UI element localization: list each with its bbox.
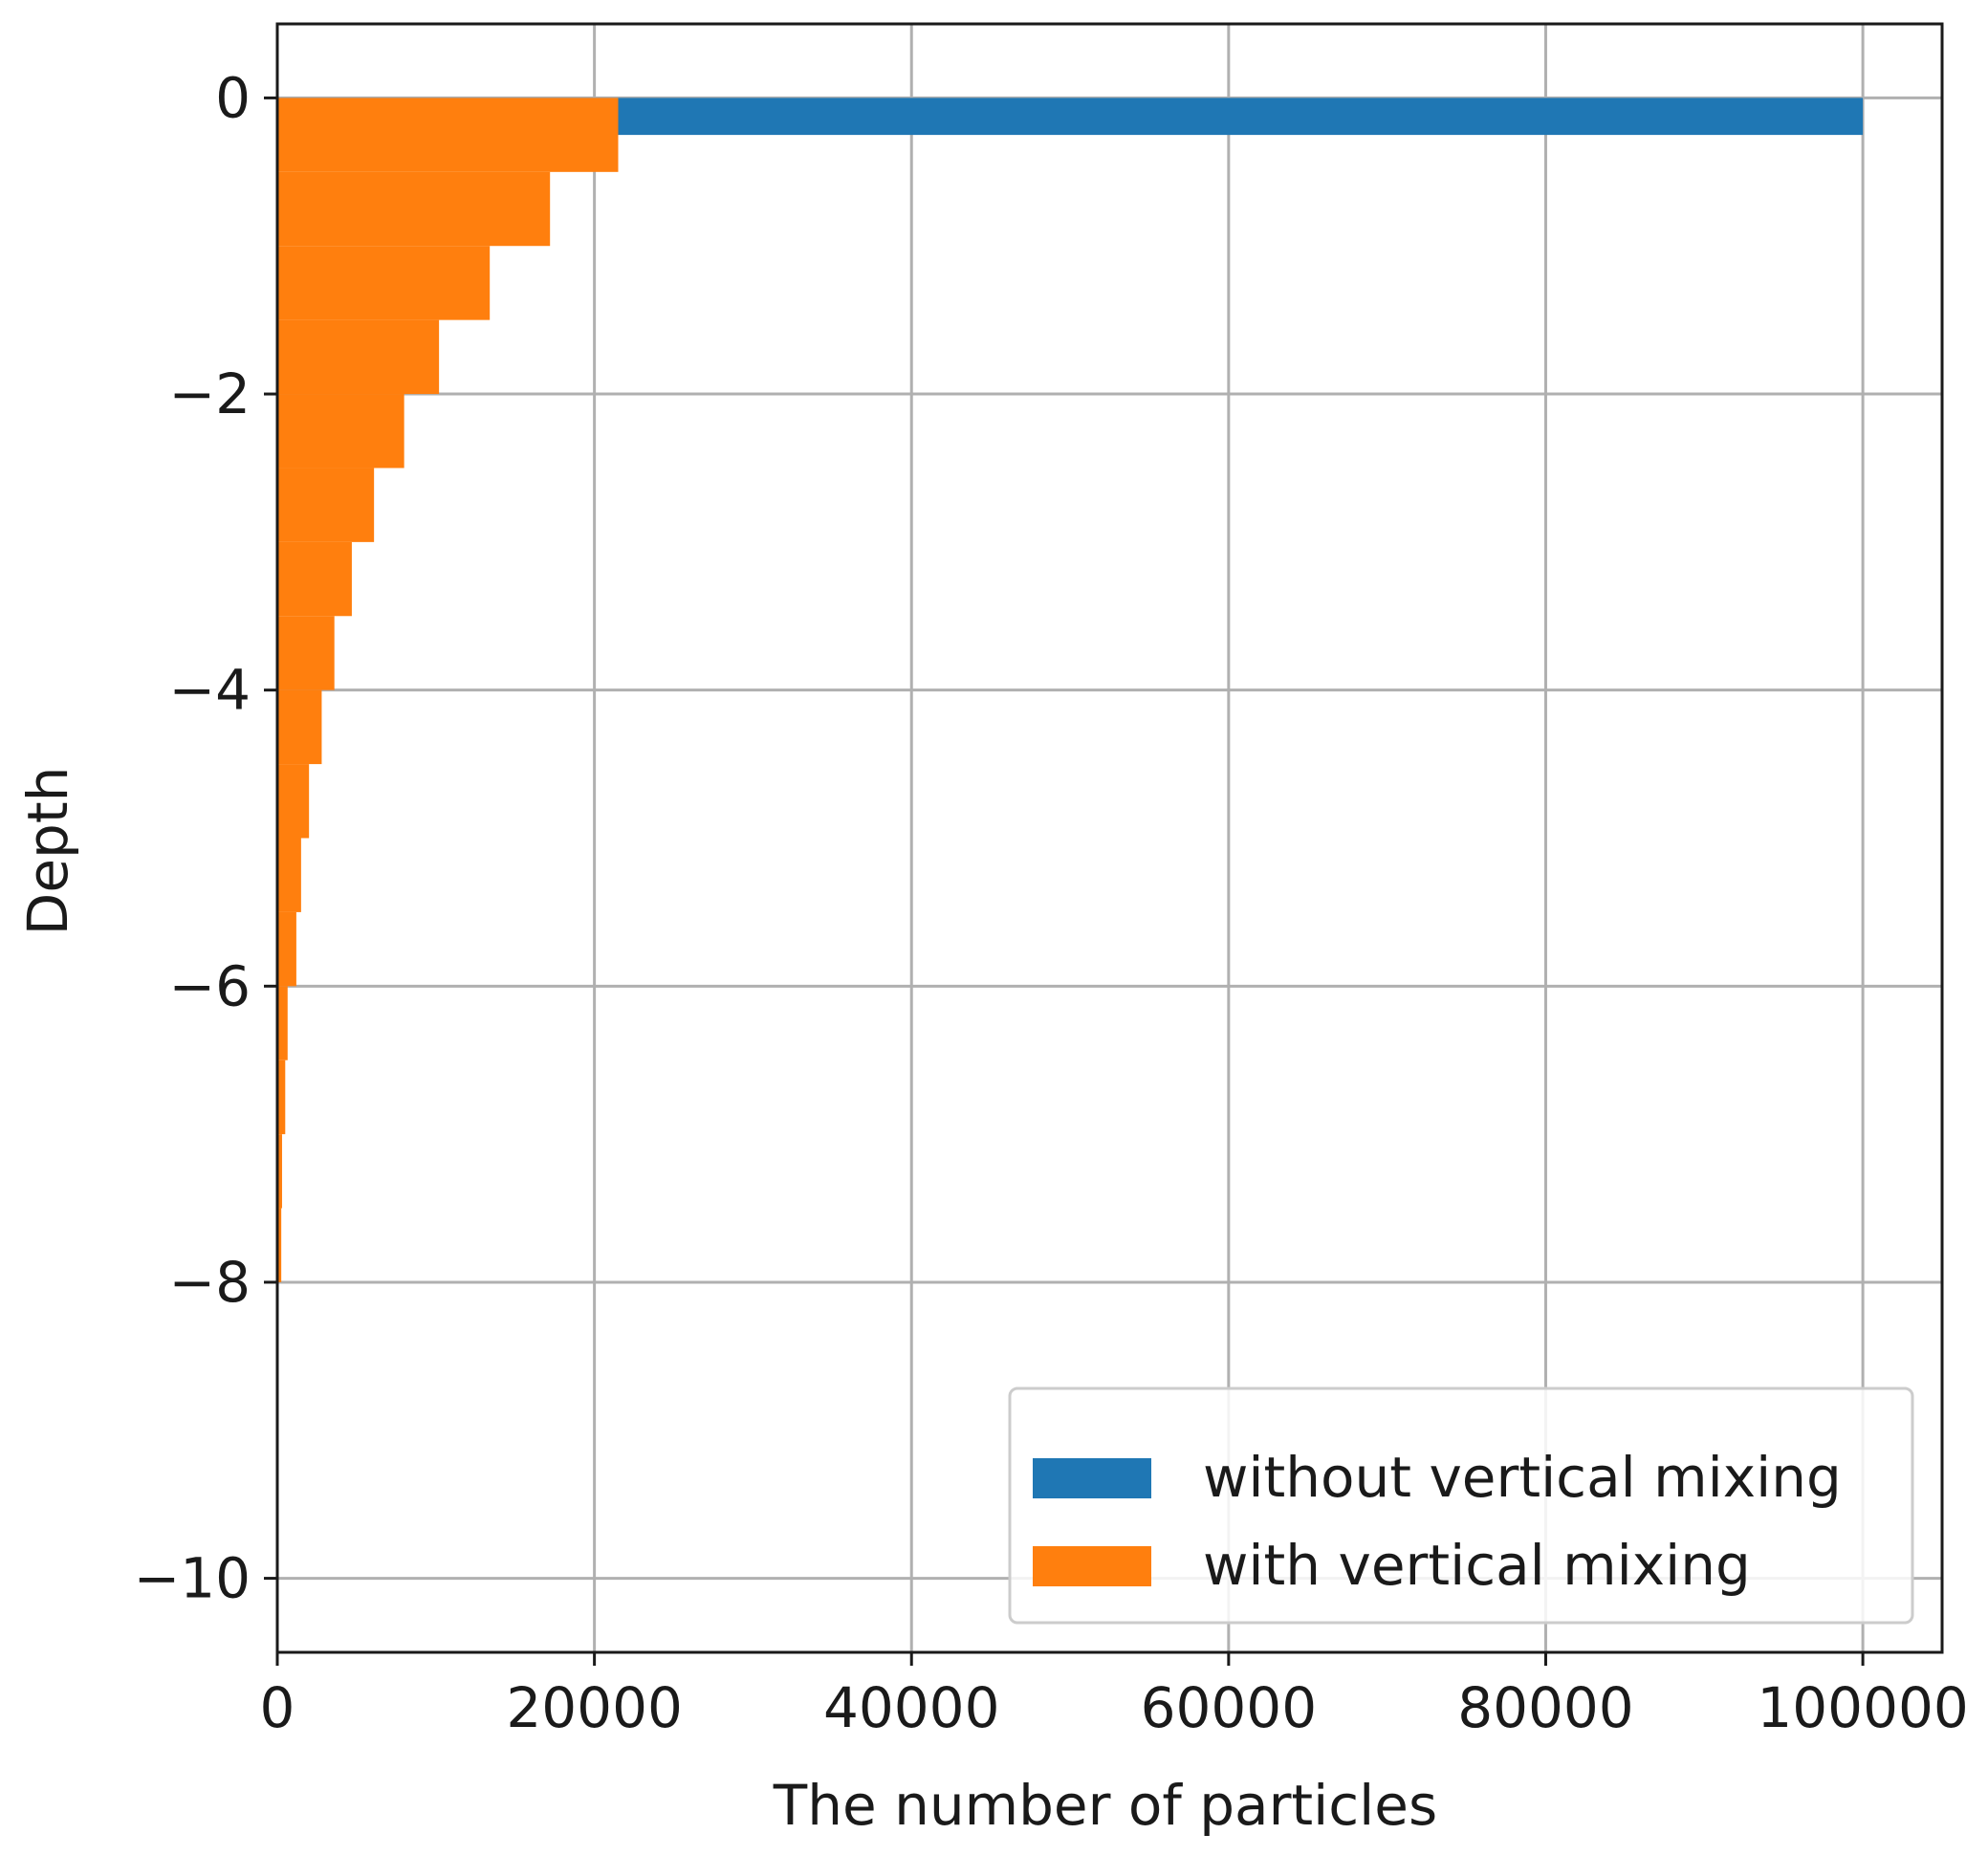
bar-with-vertical-mixing: [277, 468, 375, 542]
bar-with-vertical-mixing: [277, 98, 619, 172]
bar-with-vertical-mixing: [277, 1134, 282, 1209]
bar-with-vertical-mixing: [277, 911, 296, 987]
y-tick-label: −6: [169, 953, 251, 1018]
bar-with-vertical-mixing: [277, 689, 322, 765]
x-tick-label: 100000: [1757, 1675, 1968, 1740]
y-tick-label: −2: [169, 361, 251, 426]
legend-box: [1008, 1387, 1914, 1625]
y-axis-ticks: 0 −2 −4 −6 −8 −10: [134, 65, 277, 1611]
bar-with-vertical-mixing: [277, 1059, 286, 1135]
y-tick-label: −10: [134, 1546, 251, 1611]
bar-with-vertical-mixing: [277, 764, 310, 839]
bar-with-vertical-mixing: [277, 246, 491, 320]
bars: [277, 98, 1864, 1282]
bar-with-vertical-mixing: [277, 986, 288, 1060]
bar-with-vertical-mixing: [277, 616, 335, 690]
y-tick-label: −4: [169, 658, 251, 723]
bar-with-vertical-mixing: [277, 1208, 282, 1282]
legend-swatch: [1033, 1546, 1151, 1586]
x-tick-label: 40000: [823, 1675, 1000, 1740]
legend-swatch: [1033, 1458, 1151, 1498]
legend-label: with vertical mixing: [1203, 1533, 1751, 1598]
x-axis-ticks: 0 20000 40000 60000 80000 100000: [260, 1652, 1969, 1740]
bar-with-vertical-mixing: [277, 394, 404, 469]
y-axis-label: Depth: [15, 767, 80, 936]
x-tick-label: 80000: [1457, 1675, 1634, 1740]
plot-frame: [275, 22, 1944, 1654]
x-tick-label: 60000: [1141, 1675, 1318, 1740]
bar-with-vertical-mixing: [277, 171, 551, 247]
y-tick-label: 0: [215, 65, 251, 130]
bar-with-vertical-mixing: [277, 838, 301, 912]
legend-label: without vertical mixing: [1203, 1445, 1842, 1510]
legend: without vertical mixing with vertical mix…: [1008, 1387, 1914, 1625]
y-tick-label: −8: [169, 1250, 251, 1315]
grid-lines: [275, 24, 1942, 1652]
x-tick-label: 0: [260, 1675, 295, 1740]
bar-with-vertical-mixing: [277, 319, 440, 395]
bar-with-vertical-mixing: [277, 541, 352, 617]
x-axis-label: The number of particles: [773, 1773, 1437, 1838]
x-tick-label: 20000: [506, 1675, 683, 1740]
